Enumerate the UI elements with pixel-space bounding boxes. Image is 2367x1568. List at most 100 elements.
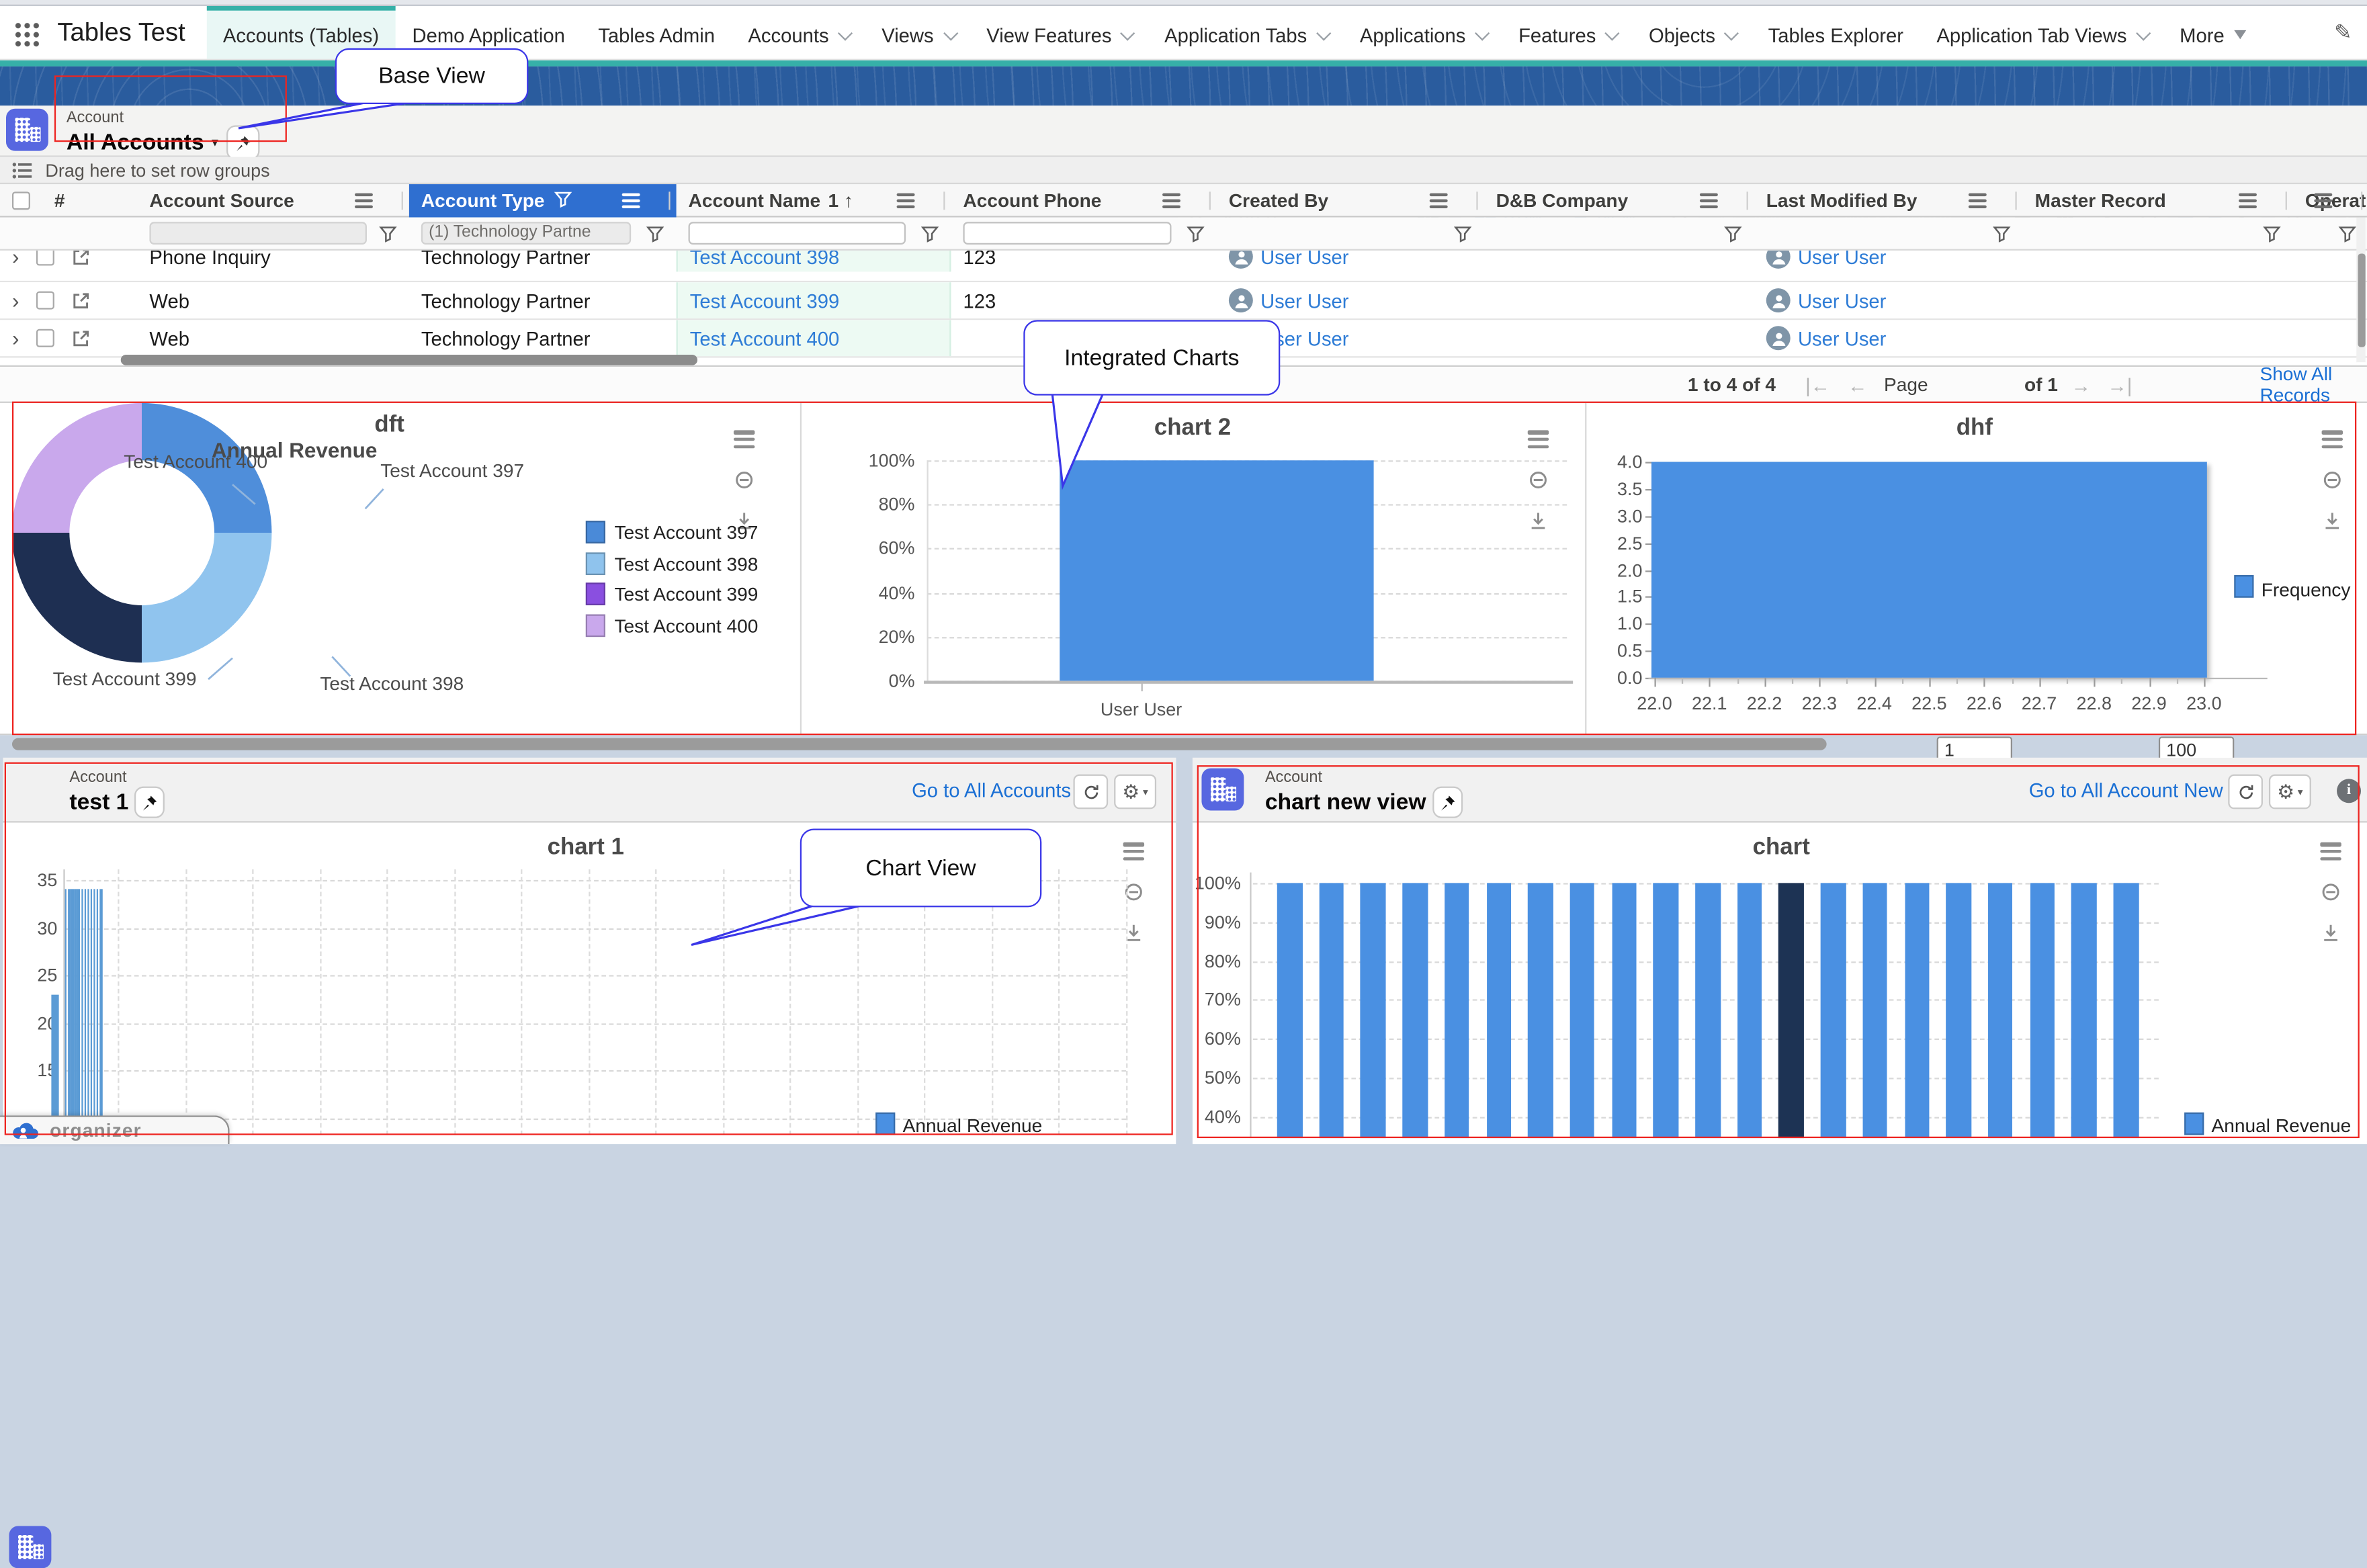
bar[interactable]	[1904, 883, 1930, 1139]
chart-menu-icon[interactable]	[1123, 839, 1148, 863]
bar[interactable]	[1277, 883, 1302, 1139]
legend-swatch[interactable]	[585, 582, 605, 606]
column-header-account-type[interactable]: Account Type	[408, 184, 677, 218]
column-header-account-name[interactable]: Account Name 1 ↑	[677, 184, 951, 217]
bar[interactable]	[99, 889, 102, 1135]
column-header-account-phone[interactable]: Account Phone	[951, 184, 1216, 217]
organizer-badge[interactable]: organizer	[0, 1115, 230, 1145]
bar[interactable]	[87, 889, 89, 1135]
bar[interactable]	[90, 889, 93, 1135]
column-header-d-b-company[interactable]: D&B Company	[1484, 184, 1754, 217]
nav-tab-tables-admin[interactable]: Tables Admin	[582, 6, 732, 59]
user-link[interactable]: User User	[1797, 250, 1887, 268]
bar[interactable]	[81, 889, 83, 1135]
view-selector-caret-icon[interactable]: ▾	[211, 134, 219, 150]
account-name-link[interactable]: Test Account 398	[689, 250, 840, 268]
open-record-icon[interactable]	[71, 250, 90, 267]
nav-tab-accounts[interactable]: Accounts	[732, 6, 865, 59]
chart-download-icon[interactable]	[2320, 922, 2344, 951]
filter-funnel-icon[interactable]	[1453, 224, 1472, 251]
filter-funnel-icon[interactable]	[1187, 224, 1205, 251]
go-to-all-accounts-link[interactable]: Go to All Accounts	[912, 779, 1072, 802]
nav-tab-demo-application[interactable]: Demo Application	[396, 6, 582, 59]
donut-chart[interactable]	[11, 402, 272, 663]
filter-funnel-icon[interactable]	[920, 224, 939, 251]
chart-link-icon[interactable]	[1528, 470, 1552, 498]
bar[interactable]	[1361, 883, 1386, 1139]
bar[interactable]	[51, 994, 58, 1135]
panel-settings-button[interactable]: ⚙ ▾	[2268, 774, 2311, 810]
bar[interactable]	[1569, 883, 1595, 1139]
column-header-created-by[interactable]: Created By	[1217, 184, 1484, 217]
column-header-account-source[interactable]: Account Source	[137, 184, 408, 217]
histogram-block[interactable]	[1651, 462, 2207, 678]
column-menu-icon[interactable]	[1968, 191, 1987, 210]
row-group-dropzone[interactable]: Drag here to set row groups	[0, 157, 2367, 185]
column-header-master-record[interactable]: Master Record	[2023, 184, 2293, 217]
chart-menu-icon[interactable]	[2321, 427, 2346, 451]
page-horizontal-scrollbar[interactable]	[11, 738, 1827, 750]
nav-tab-applications[interactable]: Applications	[1343, 6, 1502, 59]
previous-page-button[interactable]: ←	[1848, 374, 1868, 396]
open-record-icon[interactable]	[71, 291, 90, 310]
bar[interactable]	[96, 889, 99, 1135]
user-link[interactable]: User User	[1797, 326, 1887, 350]
go-to-all-account-new-link[interactable]: Go to All Account New	[2028, 779, 2223, 802]
filter-input-account-type[interactable]: (1) Technology Partne	[421, 222, 632, 245]
column-header-last-modified-by[interactable]: Last Modified By	[1754, 184, 2023, 217]
bar[interactable]	[1862, 883, 1888, 1139]
bar[interactable]	[1820, 883, 1846, 1139]
nav-tab-features[interactable]: Features	[1502, 6, 1632, 59]
column-menu-icon[interactable]	[1699, 191, 1718, 210]
nav-tab-more[interactable]: More	[2163, 6, 2262, 59]
filter-funnel-icon[interactable]	[1724, 224, 1742, 251]
filter-funnel-icon[interactable]	[646, 224, 664, 251]
legend-swatch[interactable]	[585, 552, 605, 575]
nav-tab-tables-explorer[interactable]: Tables Explorer	[1752, 6, 1920, 59]
expand-row-chevron-icon[interactable]: ›	[11, 326, 19, 351]
view-selector[interactable]: All Accounts	[66, 130, 204, 156]
app-launcher-waffle-icon[interactable]	[13, 21, 40, 47]
nav-tab-objects[interactable]: Objects	[1632, 6, 1752, 59]
bar[interactable]	[1695, 883, 1721, 1139]
bar[interactable]	[93, 889, 96, 1135]
row-checkbox[interactable]	[36, 250, 54, 266]
column-menu-icon[interactable]	[2314, 191, 2333, 210]
nav-tab-view-features[interactable]: View Features	[970, 6, 1148, 59]
account-name-link[interactable]: Test Account 399	[689, 289, 840, 312]
legend-swatch[interactable]	[2234, 575, 2254, 598]
column-menu-icon[interactable]	[354, 191, 373, 210]
select-all-checkbox[interactable]	[11, 191, 30, 210]
column-menu-icon[interactable]	[896, 191, 915, 210]
bar[interactable]	[1987, 883, 2013, 1139]
row-checkbox[interactable]	[36, 329, 54, 347]
filter-input[interactable]	[963, 222, 1172, 245]
bar[interactable]	[74, 889, 77, 1135]
pinned-view-button[interactable]	[1432, 786, 1463, 818]
table-row[interactable]: › Phone Inquiry Technology Partner Test Acc…	[0, 250, 2367, 283]
view-name[interactable]: chart new view	[1264, 789, 1426, 816]
bar[interactable]	[1528, 883, 1553, 1139]
filter-funnel-icon[interactable]	[379, 224, 397, 251]
grid-vertical-scrollbar[interactable]	[2358, 253, 2365, 347]
chart-download-icon[interactable]	[2322, 510, 2346, 539]
bar-highlighted[interactable]	[1778, 883, 1804, 1139]
column-menu-icon[interactable]	[621, 191, 640, 210]
chart-menu-icon[interactable]	[1527, 427, 1552, 451]
info-icon[interactable]: i	[2337, 779, 2361, 803]
pinned-view-button[interactable]	[134, 786, 165, 818]
expand-row-chevron-icon[interactable]: ›	[11, 250, 19, 269]
bar[interactable]	[1946, 883, 1971, 1139]
filter-input[interactable]	[688, 222, 906, 245]
nav-tab-views[interactable]: Views	[865, 6, 970, 59]
bar[interactable]	[64, 889, 67, 1135]
bar[interactable]	[1653, 883, 1678, 1139]
grid-horizontal-scrollbar[interactable]	[120, 354, 698, 365]
bar[interactable]	[2113, 883, 2139, 1139]
bar[interactable]	[1611, 883, 1637, 1139]
legend-swatch[interactable]	[585, 521, 605, 543]
legend-swatch[interactable]	[585, 613, 605, 637]
bar[interactable]	[68, 889, 71, 1135]
bar[interactable]	[83, 889, 87, 1135]
chart-link-icon[interactable]	[2320, 881, 2344, 910]
